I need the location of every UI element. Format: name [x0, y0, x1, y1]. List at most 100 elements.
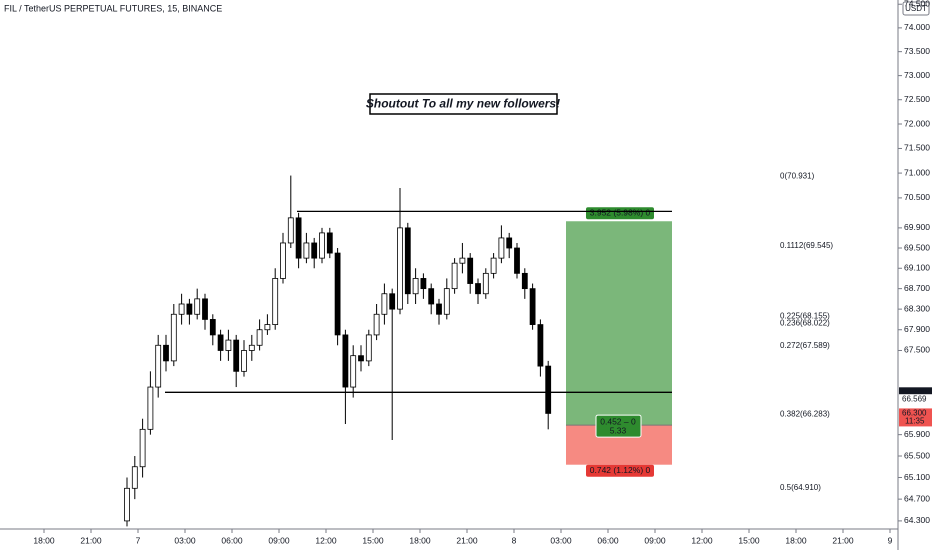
candle-body: [202, 298, 208, 320]
countdown: 11:35: [905, 417, 925, 426]
x-tick-label: 8: [512, 535, 517, 545]
y-tick-label: 72.000: [904, 118, 930, 128]
candle-body: [248, 344, 255, 351]
fib-label: 0.1112(69.545): [780, 241, 833, 250]
x-tick-label: 21:00: [456, 535, 478, 545]
candle-body: [514, 247, 520, 274]
candle-body: [155, 344, 162, 388]
fib-label: 0.225(68.155): [780, 312, 830, 321]
price-badge: [899, 394, 932, 405]
candle-body: [443, 288, 450, 315]
entry-badge: [595, 414, 642, 438]
annotation-box: [369, 93, 558, 115]
y-tick-label: 64.700: [904, 493, 930, 503]
y-tick-label: 74.000: [904, 22, 930, 32]
candle-body: [373, 313, 380, 336]
fib-label: 0.5(64.910): [780, 483, 821, 492]
candle-body: [537, 324, 544, 367]
candle-body: [365, 334, 372, 362]
y-tick-label: 67.900: [904, 324, 930, 334]
candle-body: [436, 303, 442, 315]
candle-body: [280, 242, 286, 279]
candle-body: [163, 344, 169, 362]
candle-body: [326, 232, 333, 254]
candle-body: [521, 272, 528, 290]
candle-body: [178, 303, 185, 315]
candle-body: [147, 386, 154, 430]
candle-body: [451, 262, 458, 290]
y-tick-label: 72.500: [904, 94, 930, 104]
x-tick-label: 21:00: [832, 535, 854, 545]
chart-title: FIL / TetherUS PERPETUAL FUTURES, 15, BI…: [4, 3, 222, 13]
target-badge: [586, 207, 654, 220]
candle-body: [241, 350, 247, 372]
x-tick-label: 09:00: [268, 535, 290, 545]
candle-body: [303, 242, 310, 259]
y-tick-label: 73.000: [904, 70, 930, 80]
x-tick-label: 06:00: [597, 535, 619, 545]
x-tick-label: 7: [136, 535, 141, 545]
x-tick-label: 18:00: [785, 535, 807, 545]
y-tick-label: 73.500: [904, 46, 930, 56]
candle-body: [194, 298, 201, 315]
candle-body: [412, 278, 419, 295]
x-tick-label: 18:00: [409, 535, 431, 545]
candle-body: [124, 487, 130, 522]
y-tick-label: 71.000: [904, 167, 930, 177]
candle-body: [186, 303, 193, 315]
y-tick-label: 74.500: [904, 0, 930, 8]
candle-body: [420, 278, 427, 290]
y-tick-label: 65.100: [904, 472, 930, 482]
candle-body: [334, 252, 341, 336]
price-badge: [899, 387, 932, 398]
currency-box[interactable]: [902, 1, 930, 16]
x-tick-label: 15:00: [362, 535, 384, 545]
y-tick-label: 68.700: [904, 283, 930, 293]
x-tick-label: 12:00: [315, 535, 337, 545]
candle-body: [350, 355, 357, 388]
candle-body: [404, 227, 411, 295]
candle-body: [256, 329, 263, 346]
candle-body: [295, 217, 302, 259]
price-badge-label: 66.300: [902, 409, 927, 418]
candle-body: [482, 272, 489, 295]
price-badge-label: 66.700: [902, 387, 927, 396]
target-zone: [566, 221, 672, 426]
x-tick-label: 03:00: [550, 535, 572, 545]
fib-label: 0.382(66.283): [780, 409, 830, 418]
candle-body: [490, 257, 497, 274]
x-tick-label: 03:00: [174, 535, 196, 545]
x-tick-label: 18:00: [33, 535, 55, 545]
x-tick-label: 09:00: [644, 535, 666, 545]
candle-body: [233, 339, 240, 372]
y-tick-label: 69.900: [904, 222, 930, 232]
target-label: 3.952 (5.98%) 0: [590, 208, 651, 218]
candle-body: [287, 217, 294, 244]
candle-body: [272, 278, 279, 325]
price-badge-label: 66.569: [902, 394, 927, 403]
y-tick-label: 65.500: [904, 450, 930, 460]
x-tick-label: 15:00: [738, 535, 760, 545]
x-tick-label: 06:00: [221, 535, 243, 545]
y-tick-label: 67.500: [904, 345, 930, 355]
x-tick-label: 9: [888, 535, 893, 545]
candle-body: [358, 355, 364, 362]
price-badge: [899, 408, 932, 427]
candle-body: [389, 293, 396, 310]
candle-body: [545, 365, 552, 414]
candle-body: [131, 466, 138, 489]
currency: USDT: [905, 4, 927, 13]
candle-body: [264, 324, 271, 331]
x-tick-label: 12:00: [691, 535, 713, 545]
candle-body: [225, 339, 232, 351]
fib-label: 0.236(68.022): [780, 319, 830, 328]
candle-body: [170, 313, 177, 362]
y-tick-label: 65.900: [904, 429, 930, 439]
candle-body: [139, 428, 146, 468]
candle-body: [467, 257, 474, 284]
stop-label: 0.742 (1.12%) 0: [590, 465, 651, 475]
candle-body: [342, 334, 349, 388]
candle-body: [381, 293, 388, 315]
candle-body: [217, 334, 224, 351]
